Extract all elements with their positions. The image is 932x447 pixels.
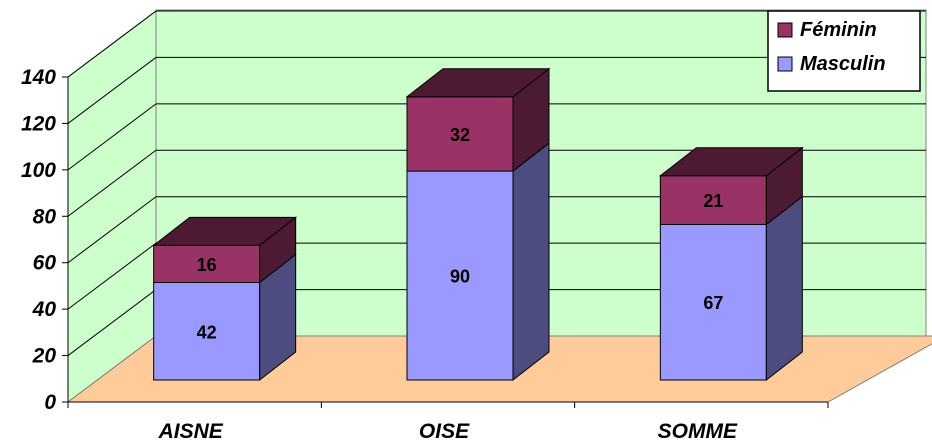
bar-top-oise — [405, 68, 551, 98]
legend-box — [767, 10, 921, 92]
gridline-side — [67, 149, 157, 217]
bar-side-masculin-somme — [765, 195, 803, 382]
y-tick-label: 120 — [21, 112, 56, 135]
y-tick-label: 60 — [33, 252, 57, 275]
category-label-aisne: AISNE — [158, 420, 224, 442]
gridline-side — [67, 10, 157, 78]
data-label-masculin-oise: 90 — [450, 267, 470, 287]
category-label-oise: OISE — [419, 420, 470, 442]
bar-front-féminin-oise — [406, 96, 514, 172]
bar-front-masculin-somme — [659, 223, 767, 381]
y-tick-label: 40 — [32, 298, 57, 321]
bar-top-somme — [658, 147, 804, 177]
legend-label-masculin: Masculin — [800, 53, 886, 75]
gridline-side — [67, 57, 157, 124]
bar-front-féminin-aisne — [153, 244, 261, 284]
gridline-side — [67, 289, 157, 356]
y-tick-label: 140 — [21, 66, 56, 89]
y-tick-label: 100 — [21, 159, 56, 182]
legend-swatch-masculin — [777, 56, 793, 72]
chart-axes: 0 20 40 60 80 100 120 140 — [21, 66, 829, 414]
gridline-side — [67, 242, 157, 310]
chart-bars — [152, 67, 804, 382]
data-label-masculin-aisne: 42 — [197, 322, 217, 342]
category-label-somme: SOMME — [658, 420, 738, 442]
y-tick-label: 0 — [44, 391, 56, 414]
y-tick-label: 20 — [32, 345, 57, 368]
data-label-masculin-somme: 67 — [703, 293, 723, 313]
legend-label-féminin: Féminin — [800, 19, 877, 41]
gridline-side — [67, 103, 157, 171]
bar-side-masculin-oise — [512, 142, 550, 382]
data-label-féminin-somme: 21 — [703, 191, 723, 211]
data-label-féminin-aisne: 16 — [197, 255, 217, 275]
legend: Féminin Masculin — [767, 10, 921, 92]
bar-front-masculin-oise — [406, 170, 514, 381]
chart-labels: 42 16 AISNE 90 32 OISE 67 21 SOMME — [158, 125, 738, 443]
legend-swatch-féminin — [777, 22, 793, 38]
y-tick-label: 80 — [33, 205, 57, 228]
gridline-side — [67, 196, 157, 264]
bar-front-masculin-aisne — [153, 282, 261, 381]
data-label-féminin-oise: 32 — [450, 125, 470, 145]
bar-front-féminin-somme — [659, 175, 767, 225]
bar-top-aisne — [152, 216, 298, 246]
